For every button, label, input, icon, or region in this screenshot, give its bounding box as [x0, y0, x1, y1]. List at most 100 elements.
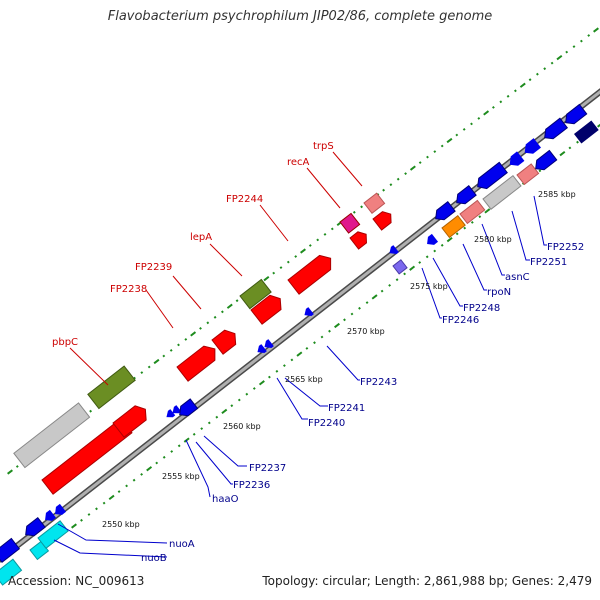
gene-block[interactable] — [239, 278, 272, 310]
gene-label-fp2252[interactable]: FP2252 — [547, 242, 584, 253]
gene-label-haao[interactable]: haaO — [212, 494, 239, 505]
gene-label-fp2236[interactable]: FP2236 — [233, 480, 270, 491]
gene-arrow[interactable] — [112, 402, 151, 438]
gene-block[interactable] — [339, 212, 361, 234]
gene-label-fp2239[interactable]: FP2239 — [135, 262, 172, 273]
gene-arrow[interactable] — [521, 138, 541, 157]
gene-label-rpon[interactable]: rpoN — [487, 287, 511, 298]
tick-mark — [550, 61, 554, 65]
gene-block[interactable] — [482, 174, 522, 210]
gene-arrow[interactable] — [176, 342, 220, 382]
tick-mark — [543, 67, 547, 71]
tick-mark — [491, 105, 495, 109]
tick-mark — [140, 371, 144, 375]
tick-mark — [380, 289, 384, 293]
tick-mark — [323, 232, 327, 236]
tick-mark — [153, 358, 160, 365]
tick-mark — [446, 137, 453, 144]
map-title: Flavobacterium psychrophilum JIP02/86, c… — [107, 9, 493, 24]
kbp-label: 2565 kbp — [285, 375, 323, 384]
gene-label-fp2237[interactable]: FP2237 — [249, 463, 286, 474]
gene-label-nuob[interactable]: nuoB — [141, 553, 167, 564]
tick-mark — [282, 364, 286, 368]
gene-arrow[interactable] — [176, 398, 199, 420]
gene-arrow[interactable] — [170, 405, 182, 416]
tick-mark — [395, 278, 399, 282]
gene-arrow[interactable] — [562, 103, 588, 127]
gene-arrow[interactable] — [453, 185, 477, 208]
tick-mark — [221, 408, 228, 415]
gene-label-fp2248[interactable]: FP2248 — [463, 303, 500, 314]
gene-label-fp2241[interactable]: FP2241 — [328, 403, 365, 414]
gene-arrow[interactable] — [302, 307, 314, 319]
gene-block[interactable] — [392, 259, 408, 275]
tick-mark — [183, 437, 190, 443]
tick-mark — [470, 220, 474, 224]
lower-tick-track — [71, 122, 600, 529]
upper-gene-labels: pbpC FP2238 FP2239 lepA FP2244 recA trpS — [52, 141, 334, 348]
gene-label-fp2251[interactable]: FP2251 — [530, 257, 567, 268]
gene-label-fp2238[interactable]: FP2238 — [110, 284, 147, 295]
gene-label-lepa[interactable]: lepA — [190, 232, 212, 243]
tick-mark — [162, 354, 166, 358]
tick-mark — [568, 146, 572, 150]
gene-arrow[interactable] — [22, 517, 46, 540]
gene-label-asnc[interactable]: asnC — [505, 272, 530, 283]
gene-block[interactable] — [37, 520, 69, 549]
tick-mark — [245, 392, 249, 396]
gene-arrow[interactable] — [250, 292, 286, 325]
gene-arrow[interactable] — [424, 233, 439, 248]
gene-arrow[interactable] — [349, 229, 370, 250]
tick-mark — [80, 518, 83, 522]
gene-arrow[interactable] — [532, 149, 558, 173]
gene-label-trps[interactable]: trpS — [313, 141, 334, 152]
gene-arrow[interactable] — [52, 503, 67, 518]
gene-arrow[interactable] — [506, 151, 525, 169]
gene-label-fp2244[interactable]: FP2244 — [226, 194, 263, 205]
gene-label-nuoa[interactable]: nuoA — [169, 539, 195, 550]
lower-strand-features — [0, 103, 599, 586]
gene-label-fp2246[interactable]: FP2246 — [442, 315, 479, 326]
tick-mark — [519, 82, 526, 88]
tick-mark — [360, 205, 364, 209]
gene-arrow[interactable] — [387, 245, 399, 257]
tick-mark — [87, 513, 91, 516]
tick-mark — [206, 321, 210, 325]
gene-block[interactable] — [516, 163, 540, 186]
gene-arrow[interactable] — [262, 339, 274, 351]
tick-mark — [207, 421, 211, 425]
gene-label-pbpc[interactable]: pbpC — [52, 337, 78, 348]
gene-arrow[interactable] — [541, 117, 569, 142]
gene-block[interactable] — [87, 365, 136, 410]
tick-mark — [235, 299, 239, 303]
gene-label-fp2240[interactable]: FP2240 — [308, 418, 345, 429]
gene-block[interactable] — [459, 199, 486, 225]
gene-block[interactable] — [0, 537, 21, 563]
kbp-scale: 2550 kbp 2555 kbp 2560 kbp 2565 kbp 2570… — [102, 190, 576, 529]
tick-mark — [200, 427, 204, 431]
lower-leader-lines — [53, 195, 547, 558]
tick-mark — [597, 122, 600, 128]
gene-arrow[interactable] — [372, 209, 395, 231]
gene-block[interactable] — [13, 402, 91, 469]
tick-mark — [579, 39, 583, 43]
gene-label-reca[interactable]: recA — [287, 157, 310, 168]
gene-arrow[interactable] — [255, 344, 267, 356]
gene-arrow[interactable] — [42, 509, 57, 524]
gene-block[interactable] — [363, 192, 386, 214]
tick-mark — [446, 236, 453, 243]
gene-block[interactable] — [441, 215, 466, 239]
gene-arrow[interactable] — [287, 251, 336, 295]
gene-arrow[interactable] — [164, 409, 176, 420]
gene-arrow[interactable] — [211, 326, 240, 355]
gene-arrow[interactable] — [474, 161, 508, 192]
gene-label-fp2243[interactable]: FP2243 — [360, 377, 397, 388]
gene-arrow[interactable] — [432, 201, 456, 224]
tick-mark — [358, 306, 361, 310]
tick-mark — [535, 72, 539, 76]
gene-block[interactable] — [0, 558, 23, 586]
tick-mark — [294, 255, 298, 258]
gene-block[interactable] — [574, 120, 599, 144]
tick-mark — [272, 271, 276, 275]
